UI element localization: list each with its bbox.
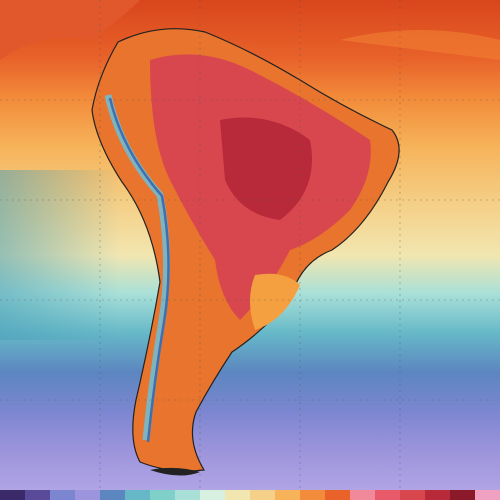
hottest-core	[220, 117, 312, 220]
andes	[104, 94, 171, 441]
color-bar	[0, 490, 500, 500]
tierra-del-fuego	[150, 467, 200, 476]
atlantic-band	[340, 30, 500, 60]
pacific-north	[0, 0, 140, 60]
andes-peaks	[108, 97, 170, 443]
south-east	[250, 273, 300, 330]
